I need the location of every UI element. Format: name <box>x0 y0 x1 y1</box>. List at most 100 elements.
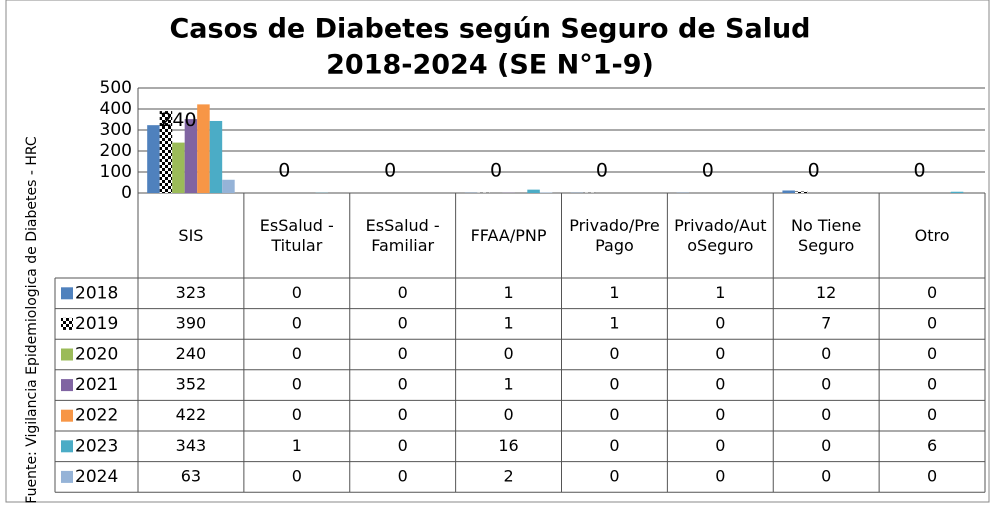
category-label: Otro <box>883 193 981 278</box>
table-value: 0 <box>715 405 725 424</box>
table-header-cell: Privado/AutoSeguro <box>671 193 769 278</box>
y-tick-label: 300 <box>100 120 132 140</box>
table-value: 0 <box>927 375 937 394</box>
table-value: 12 <box>816 283 836 302</box>
table-value: 7 <box>821 313 831 332</box>
bar <box>172 143 185 193</box>
y-tick-label: 400 <box>100 99 132 119</box>
table-value: 2 <box>503 466 513 485</box>
table-value: 0 <box>292 313 302 332</box>
table-value: 0 <box>927 283 937 302</box>
category-label: EsSalud - Familiar <box>354 193 452 278</box>
table-value: 63 <box>181 466 201 485</box>
category-label: SIS <box>142 193 240 278</box>
table-value: 0 <box>821 436 831 455</box>
table-value: 0 <box>927 313 937 332</box>
table-value: 0 <box>398 313 408 332</box>
table-value: 0 <box>927 405 937 424</box>
table-value: 390 <box>176 313 207 332</box>
table-value: 0 <box>715 466 725 485</box>
table-value: 1 <box>609 283 619 302</box>
table-value: 0 <box>609 466 619 485</box>
legend-label: 2024 <box>75 467 118 487</box>
y-tick-label: 0 <box>121 183 132 203</box>
table-value: 1 <box>609 313 619 332</box>
table-value: 0 <box>715 344 725 363</box>
category-label: EsSalud - Titular <box>248 193 346 278</box>
table-value: 0 <box>292 344 302 363</box>
data-label: 0 <box>914 160 926 182</box>
legend-key <box>61 440 73 452</box>
table-value: 0 <box>398 375 408 394</box>
data-label: 240 <box>160 109 196 131</box>
table-value: 0 <box>398 405 408 424</box>
legend-label: 2018 <box>75 283 118 303</box>
table-value: 0 <box>821 405 831 424</box>
table-value: 343 <box>176 436 207 455</box>
data-label: 0 <box>278 160 290 182</box>
table-value: 0 <box>398 436 408 455</box>
legend-key <box>61 410 73 422</box>
table-value: 0 <box>927 344 937 363</box>
category-label: No Tiene Seguro <box>777 193 875 278</box>
table-value: 0 <box>715 436 725 455</box>
y-tick-label: 200 <box>100 141 132 161</box>
y-tick-label: 500 <box>100 78 132 98</box>
category-label: Privado/AutoSeguro <box>671 193 769 278</box>
table-value: 0 <box>715 313 725 332</box>
category-label: FFAA/PNP <box>460 193 558 278</box>
table-value: 0 <box>927 466 937 485</box>
bar <box>147 125 160 193</box>
category-label: Privado/PrePago <box>566 193 664 278</box>
chart-title: Casos de Diabetes según Seguro de Salud <box>169 14 810 45</box>
table-value: 1 <box>503 375 513 394</box>
bar <box>222 180 235 193</box>
table-header-cell: EsSalud - Titular <box>248 193 346 278</box>
table-value: 1 <box>503 313 513 332</box>
table-header-cell: EsSalud - Familiar <box>354 193 452 278</box>
legend-label: 2021 <box>75 375 118 395</box>
table-value: 0 <box>609 436 619 455</box>
data-label: 0 <box>808 160 820 182</box>
table-value: 352 <box>176 375 207 394</box>
table-value: 0 <box>292 283 302 302</box>
table-header-cell: Privado/PrePago <box>566 193 664 278</box>
table-value: 6 <box>927 436 937 455</box>
legend-label: 2022 <box>75 406 118 426</box>
legend-label: 2020 <box>75 345 118 365</box>
table-value: 0 <box>609 405 619 424</box>
legend-key <box>61 349 73 361</box>
table-value: 0 <box>609 375 619 394</box>
legend-label: 2023 <box>75 436 118 456</box>
legend-key <box>61 318 73 330</box>
table-value: 323 <box>176 283 207 302</box>
data-label: 0 <box>384 160 396 182</box>
table-value: 0 <box>292 405 302 424</box>
table-value: 0 <box>503 405 513 424</box>
table-value: 16 <box>498 436 518 455</box>
table-header-cell: No Tiene Seguro <box>777 193 875 278</box>
data-label: 0 <box>596 160 608 182</box>
chart-subtitle: 2018-2024 (SE N°1-9) <box>326 50 654 81</box>
table-value: 1 <box>503 283 513 302</box>
table-value: 0 <box>292 466 302 485</box>
legend-label: 2019 <box>75 314 118 334</box>
data-label: 0 <box>702 160 714 182</box>
table-value: 0 <box>398 283 408 302</box>
table-value: 0 <box>292 375 302 394</box>
table-value: 0 <box>503 344 513 363</box>
table-value: 0 <box>398 344 408 363</box>
table-value: 1 <box>292 436 302 455</box>
y-tick-label: 100 <box>100 162 132 182</box>
table-value: 0 <box>821 344 831 363</box>
table-value: 0 <box>715 375 725 394</box>
legend-key <box>61 287 73 299</box>
legend-key <box>61 471 73 483</box>
y-axis-label: Fuente: Vigilancia Epidemiologica de Dia… <box>24 136 40 503</box>
table-value: 0 <box>398 466 408 485</box>
legend-key <box>61 379 73 391</box>
bar <box>210 121 223 193</box>
table-header-cell: SIS <box>142 193 240 278</box>
table-value: 422 <box>176 405 207 424</box>
